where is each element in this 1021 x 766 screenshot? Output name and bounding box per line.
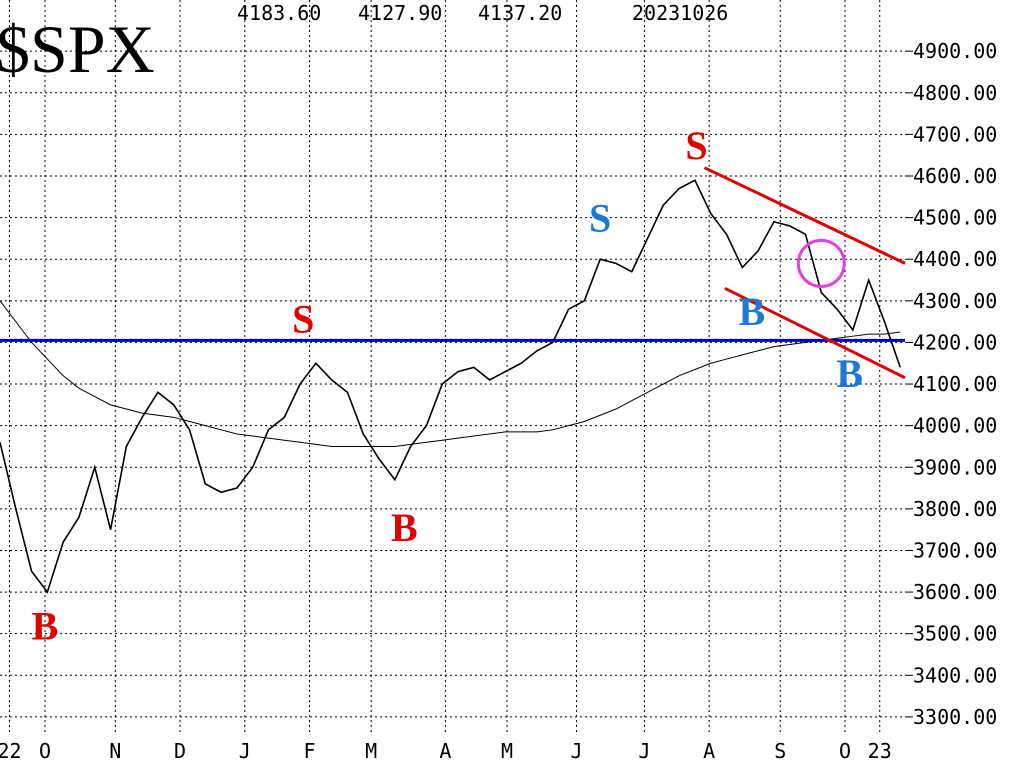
- x-tick-label: 22: [0, 739, 22, 763]
- x-tick-label: D: [174, 739, 186, 763]
- y-tick-label: 3500.00: [913, 622, 997, 646]
- x-tick-label: 23: [868, 739, 892, 763]
- y-tick-label: 4000.00: [913, 414, 997, 438]
- y-tick-label: 4300.00: [913, 289, 997, 313]
- signal-label: B: [836, 351, 863, 396]
- x-tick-label: S: [774, 739, 786, 763]
- x-tick-label: A: [439, 739, 451, 763]
- y-tick-label: 4200.00: [913, 330, 997, 354]
- y-tick-label: 3600.00: [913, 580, 997, 604]
- header-value: 4137.20: [478, 1, 562, 25]
- header-value: 20231026: [632, 1, 728, 25]
- y-tick-label: 4800.00: [913, 81, 997, 105]
- signal-label: B: [391, 505, 418, 550]
- y-tick-label: 4400.00: [913, 247, 997, 271]
- y-tick-label: 4600.00: [913, 164, 997, 188]
- signal-label: B: [738, 289, 765, 334]
- y-tick-label: 3700.00: [913, 538, 997, 562]
- signal-label: B: [32, 603, 59, 648]
- y-tick-label: 4900.00: [913, 39, 997, 63]
- y-tick-label: 4100.00: [913, 372, 997, 396]
- x-tick-label: F: [304, 739, 316, 763]
- x-tick-label: N: [109, 739, 121, 763]
- header-value: 4127.90: [358, 1, 442, 25]
- x-tick-label: J: [638, 739, 650, 763]
- x-tick-label: O: [839, 739, 851, 763]
- x-tick-label: J: [239, 739, 251, 763]
- chart-title: $SPX: [0, 11, 155, 87]
- y-tick-label: 3800.00: [913, 497, 997, 521]
- y-tick-label: 4700.00: [913, 122, 997, 146]
- signal-label: S: [685, 123, 707, 168]
- x-tick-label: O: [39, 739, 51, 763]
- signal-label: S: [589, 196, 611, 241]
- x-tick-label: J: [570, 739, 582, 763]
- x-tick-label: M: [365, 739, 377, 763]
- y-tick-label: 4500.00: [913, 206, 997, 230]
- trend-line: [724, 286, 906, 380]
- signal-label: S: [292, 296, 314, 341]
- highlight-circle: [796, 238, 846, 288]
- x-tick-label: A: [703, 739, 715, 763]
- y-tick-label: 3900.00: [913, 455, 997, 479]
- header-value: 4183.60: [237, 1, 321, 25]
- price-line: [0, 300, 901, 447]
- x-tick-label: M: [501, 739, 513, 763]
- y-tick-label: 3300.00: [913, 705, 997, 729]
- price-line: [0, 179, 902, 594]
- trend-line: [703, 166, 906, 265]
- y-tick-label: 3400.00: [913, 663, 997, 687]
